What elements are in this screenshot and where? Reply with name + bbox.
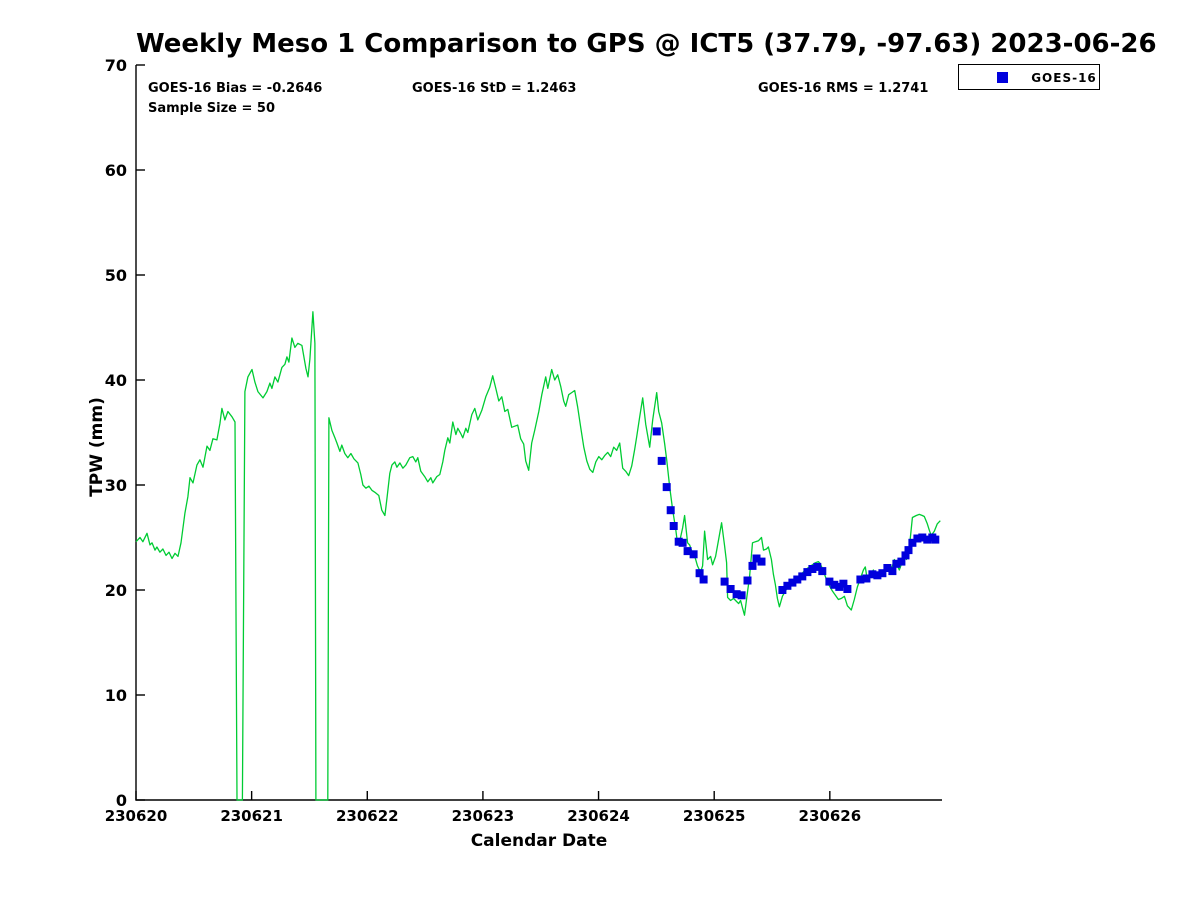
x-tick-label: 230620: [105, 807, 168, 825]
goes16-marker: [843, 585, 852, 593]
goes16-marker: [862, 574, 871, 583]
goes16-marker: [689, 550, 698, 559]
goes16-marker: [888, 567, 897, 576]
goes16-marker: [868, 570, 877, 579]
goes16-marker: [856, 575, 865, 584]
goes16-marker: [737, 591, 746, 600]
goes16-marker: [901, 551, 910, 560]
goes16-marker: [908, 538, 917, 547]
y-tick-label: 40: [105, 371, 127, 390]
goes16-marker: [678, 538, 687, 547]
x-tick-label: 230623: [452, 807, 515, 825]
x-tick-label: 230626: [799, 807, 862, 825]
goes16-marker: [923, 535, 932, 544]
goes16-marker: [657, 456, 666, 465]
goes16-marker: [666, 506, 675, 515]
goes16-marker: [892, 559, 901, 568]
legend-entry-label: GOES-16: [1031, 71, 1097, 85]
goes16-marker: [904, 546, 913, 555]
goes16-marker: [783, 581, 792, 590]
goes16-marker: [825, 577, 834, 586]
y-tick-label: 0: [116, 791, 127, 810]
legend-box: GOES-16: [958, 64, 1100, 90]
goes16-marker: [743, 576, 752, 585]
x-axis-label: Calendar Date: [470, 831, 608, 851]
goes16-marker: [798, 572, 807, 581]
y-tick-label: 20: [105, 581, 127, 600]
goes16-marker: [883, 564, 892, 572]
gps-tpw-line: [135, 311, 941, 801]
y-tick-label: 70: [105, 56, 127, 75]
goes16-marker: [788, 578, 797, 587]
stat-std: GOES-16 StD = 1.2463: [412, 81, 577, 96]
goes16-marker: [699, 575, 708, 584]
goes16-marker: [873, 571, 882, 580]
goes16-marker: [931, 535, 940, 544]
goes16-marker: [720, 577, 729, 586]
goes16-marker: [803, 568, 812, 577]
y-tick-label: 60: [105, 161, 127, 180]
y-tick-label: 50: [105, 266, 127, 285]
x-tick-label: 230622: [336, 807, 399, 825]
x-tick-label: 230625: [683, 807, 746, 825]
stat-sample-size: Sample Size = 50: [148, 101, 276, 116]
goes16-marker: [669, 522, 678, 530]
goes16-marker: [757, 557, 766, 566]
goes16-marker: [913, 534, 922, 543]
legend-square-marker-icon: [997, 72, 1008, 83]
goes16-marker: [918, 533, 927, 542]
goes16-marker: [662, 483, 671, 492]
x-tick-label: 230621: [220, 807, 283, 825]
x-tick-label: 230624: [567, 807, 630, 825]
goes16-marker: [835, 582, 844, 591]
goes16-marker: [897, 557, 906, 566]
stat-bias: GOES-16 Bias = -0.2646: [148, 81, 323, 96]
axes-spines: [135, 65, 942, 801]
stat-rms: GOES-16 RMS = 1.2741: [758, 81, 929, 96]
y-tick-label: 10: [105, 686, 127, 705]
goes16-marker: [732, 590, 741, 599]
goes16-marker: [683, 547, 692, 556]
goes16-marker: [726, 585, 735, 593]
goes16-marker: [813, 562, 822, 571]
goes16-marker: [839, 579, 848, 588]
goes16-marker: [808, 565, 817, 573]
goes16-marker: [878, 569, 887, 578]
goes16-marker: [818, 567, 827, 576]
goes16-marker: [793, 575, 802, 584]
goes16-marker: [752, 554, 761, 563]
goes16-marker: [778, 586, 787, 594]
y-tick-label: 30: [105, 476, 127, 495]
goes16-marker: [652, 427, 661, 436]
goes16-marker: [695, 569, 704, 578]
goes16-marker: [748, 561, 757, 570]
goes16-marker: [830, 580, 839, 589]
